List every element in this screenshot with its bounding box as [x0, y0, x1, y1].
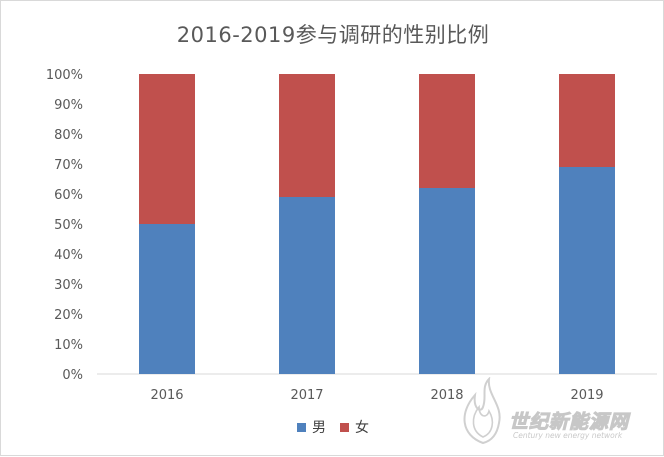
y-tick-label: 50%: [54, 218, 83, 233]
y-tick-label: 90%: [54, 98, 83, 113]
bar-female-2017: [279, 74, 335, 197]
legend: 男 女: [1, 417, 664, 437]
legend-label-male: 男: [312, 420, 326, 436]
y-tick-label: 80%: [54, 128, 83, 143]
x-tick-label: 2017: [290, 388, 323, 403]
bar-male-2019: [559, 167, 615, 374]
y-tick-label: 60%: [54, 188, 83, 203]
y-tick-label: 40%: [54, 248, 83, 263]
y-tick-label: 100%: [46, 68, 83, 83]
y-tick-label: 30%: [54, 278, 83, 293]
y-tick-label: 20%: [54, 308, 83, 323]
x-tick-label: 2016: [150, 388, 183, 403]
chart-title: 2016-2019参与调研的性别比例: [176, 23, 490, 47]
legend-item-male: 男: [297, 417, 326, 437]
x-tick-label: 2019: [570, 388, 603, 403]
bar-male-2016: [139, 224, 195, 374]
x-tick-label: 2018: [430, 388, 463, 403]
bar-male-2017: [279, 197, 335, 374]
bar-female-2019: [559, 74, 615, 167]
bar-female-2016: [139, 74, 195, 224]
y-tick-label: 70%: [54, 158, 83, 173]
legend-item-female: 女: [340, 417, 369, 437]
legend-label-female: 女: [355, 420, 369, 436]
bar-female-2018: [419, 74, 475, 188]
legend-swatch-male: [297, 422, 306, 432]
y-tick-label: 0%: [62, 368, 83, 383]
bar-male-2018: [419, 188, 475, 374]
y-tick-label: 10%: [54, 338, 83, 353]
legend-swatch-female: [340, 422, 349, 432]
